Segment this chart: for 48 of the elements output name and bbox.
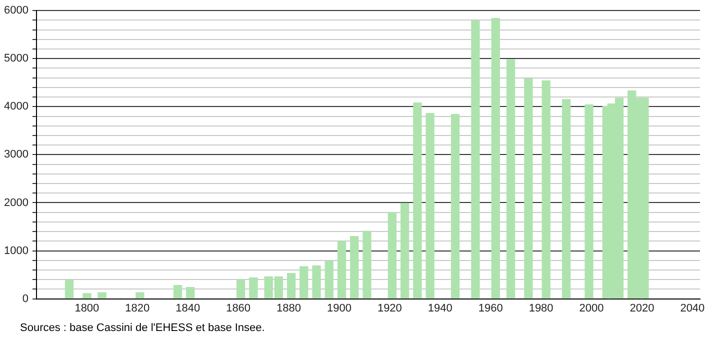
bar	[286, 273, 296, 299]
x-tick-label: 1800	[74, 302, 100, 314]
bar	[524, 78, 533, 299]
bar	[350, 236, 359, 299]
x-tick-label: 2040	[680, 302, 705, 314]
bar	[506, 59, 516, 299]
y-tick-label: 6000	[4, 4, 28, 17]
bar	[98, 292, 106, 299]
bar	[426, 113, 434, 299]
bar	[173, 285, 182, 299]
bar	[136, 292, 144, 299]
y-tick-label: 4000	[4, 100, 28, 113]
bar	[388, 212, 397, 299]
y-tick-label: 3000	[4, 148, 28, 161]
bar	[362, 230, 372, 299]
y-tick-label: 5000	[4, 52, 28, 65]
x-tick-label: 1920	[377, 302, 402, 314]
bar	[312, 265, 321, 299]
x-tick-label: 2000	[579, 302, 604, 314]
bar	[491, 18, 500, 299]
bar	[413, 102, 422, 299]
bar	[300, 266, 308, 299]
bar	[400, 202, 410, 299]
bar	[542, 80, 550, 299]
bar	[471, 20, 480, 299]
x-tick-label: 1880	[276, 302, 302, 314]
x-tick-label: 1900	[326, 302, 352, 314]
bar	[82, 293, 92, 299]
bar	[450, 114, 460, 299]
x-tick-label: 1940	[428, 302, 452, 314]
bar	[64, 280, 74, 299]
y-tick-label: 0	[22, 292, 28, 305]
bar	[236, 279, 246, 299]
y-tick-label: 1000	[4, 244, 28, 257]
bar	[562, 99, 571, 299]
bar	[584, 104, 594, 299]
x-tick-label: 1820	[125, 302, 150, 314]
bar	[186, 286, 195, 299]
x-tick-label: 1980	[528, 302, 554, 314]
bar	[249, 277, 258, 299]
x-tick-label: 1840	[176, 302, 200, 314]
source-note: Sources : base Cassini de l'EHESS et base Insee.	[20, 322, 265, 334]
y-tick-label: 2000	[4, 196, 28, 209]
x-tick-label: 1860	[226, 302, 251, 314]
bar	[337, 240, 346, 299]
x-tick-label: 1960	[478, 302, 503, 314]
bar	[324, 260, 334, 299]
x-tick-label: 2020	[630, 302, 654, 314]
